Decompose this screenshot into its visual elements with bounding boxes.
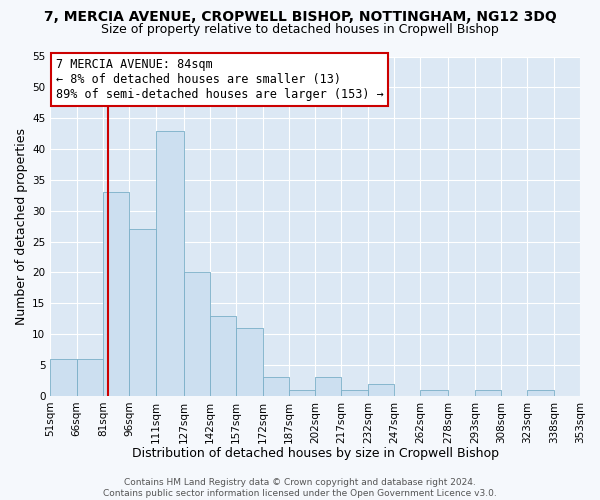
Bar (77, 359, 103, 396)
Bar (341, 390, 368, 396)
Bar (289, 390, 315, 396)
Bar (263, 378, 289, 396)
Bar (103, 192, 129, 396)
Text: 7 MERCIA AVENUE: 84sqm
← 8% of detached houses are smaller (13)
89% of semi-deta: 7 MERCIA AVENUE: 84sqm ← 8% of detached … (56, 58, 383, 101)
Bar (50, 359, 77, 396)
Bar (421, 390, 448, 396)
Bar (210, 316, 236, 396)
Bar (527, 390, 554, 396)
Bar (236, 328, 263, 396)
Bar (184, 272, 210, 396)
Bar (155, 130, 184, 396)
Text: Size of property relative to detached houses in Cropwell Bishop: Size of property relative to detached ho… (101, 22, 499, 36)
Bar (475, 390, 501, 396)
Text: Contains HM Land Registry data © Crown copyright and database right 2024.
Contai: Contains HM Land Registry data © Crown c… (103, 478, 497, 498)
X-axis label: Distribution of detached houses by size in Cropwell Bishop: Distribution of detached houses by size … (131, 447, 499, 460)
Bar (368, 384, 394, 396)
Bar (129, 230, 155, 396)
Y-axis label: Number of detached properties: Number of detached properties (15, 128, 28, 324)
Text: 7, MERCIA AVENUE, CROPWELL BISHOP, NOTTINGHAM, NG12 3DQ: 7, MERCIA AVENUE, CROPWELL BISHOP, NOTTI… (44, 10, 556, 24)
Bar (315, 378, 341, 396)
